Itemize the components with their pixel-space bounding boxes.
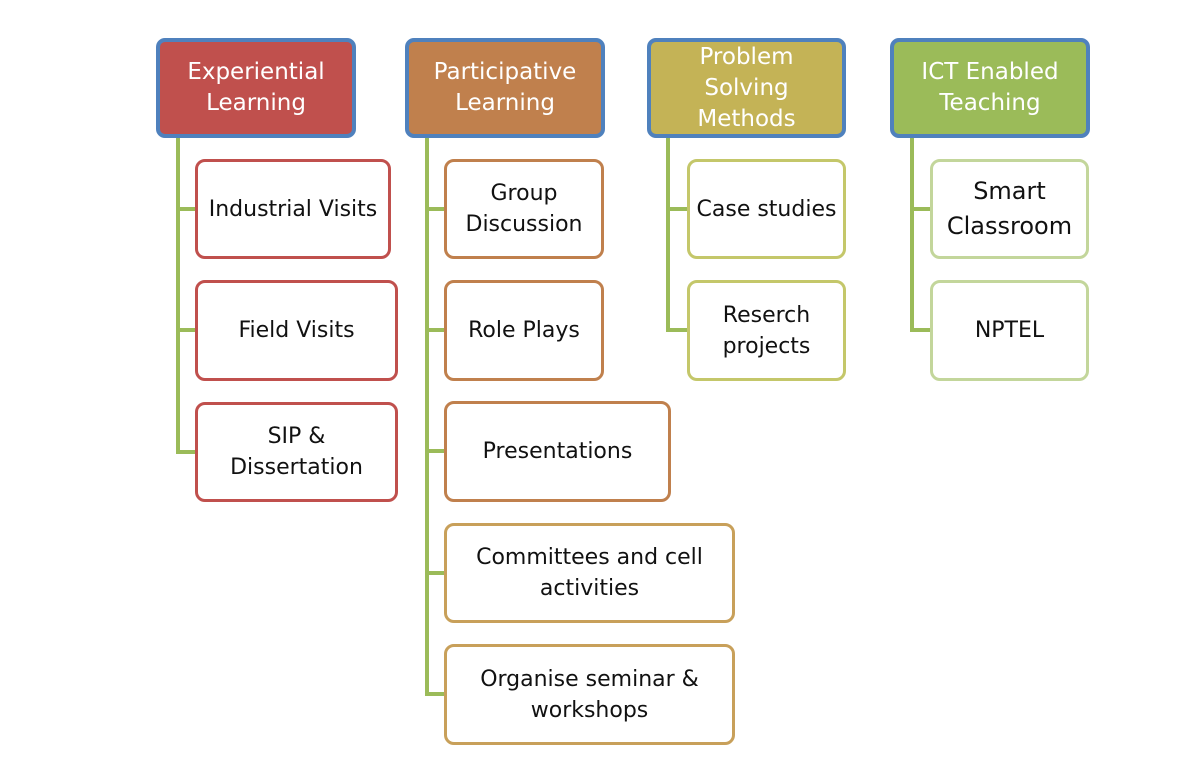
group-3-branch [666,207,689,211]
group-1-branch [176,207,197,211]
item-role-plays: Role Plays [444,280,604,381]
group-2-branch [425,328,446,332]
item-industrial-visits: Industrial Visits [195,159,391,259]
item-smart-classroom: Smart Classroom [930,159,1089,259]
group-2-trunk [425,135,429,696]
group-header-experiential-learning: Experiential Learning [156,38,356,138]
item-label: Committees and cell activities [476,545,703,601]
group-4-branch [910,328,932,332]
item-label: NPTEL [974,318,1045,343]
item-committees-cell-activities: Committees and cell activities [444,523,735,623]
group-1-trunk [176,135,180,454]
item-label: Group Discussion [465,181,583,237]
item-case-studies: Case studies [687,159,846,259]
item-nptel: NPTEL [930,280,1089,381]
item-field-visits: Field Visits [195,280,398,381]
group-title: Participative Learning [433,59,577,116]
group-header-problem-solving-methods: Problem Solving Methods [647,38,846,138]
group-2-branch [425,571,446,575]
item-reserch-projects: Reserch projects [687,280,846,381]
item-label: Organise seminar & workshops [480,666,699,723]
item-sip-dissertation: SIP & Dissertation [195,402,398,502]
group-header-ict-enabled-teaching: ICT Enabled Teaching [890,38,1090,138]
group-4-branch [910,207,932,211]
group-title: ICT Enabled Teaching [921,59,1059,116]
group-1-branch [176,450,197,454]
item-label: Industrial Visits [208,196,378,222]
group-header-participative-learning: Participative Learning [405,38,605,138]
item-label: Smart Classroom [946,177,1073,240]
group-3-branch [666,328,689,332]
item-label: Presentations [482,439,633,464]
group-title: Problem Solving Methods [697,43,796,132]
item-presentations: Presentations [444,401,671,502]
group-2-branch [425,449,446,453]
group-4-trunk [910,135,914,332]
item-label: SIP & Dissertation [230,424,363,480]
group-2-branch [425,207,446,211]
group-1-branch [176,328,197,332]
group-3-trunk [666,135,670,332]
item-group-discussion: Group Discussion [444,159,604,259]
group-title: Experiential Learning [187,59,325,116]
item-label: Role Plays [468,318,580,343]
item-label: Reserch projects [722,302,811,359]
group-2-branch [425,692,446,696]
item-organise-seminar-workshops: Organise seminar & workshops [444,644,735,745]
item-label: Field Visits [238,318,355,343]
item-label: Case studies [696,196,837,222]
